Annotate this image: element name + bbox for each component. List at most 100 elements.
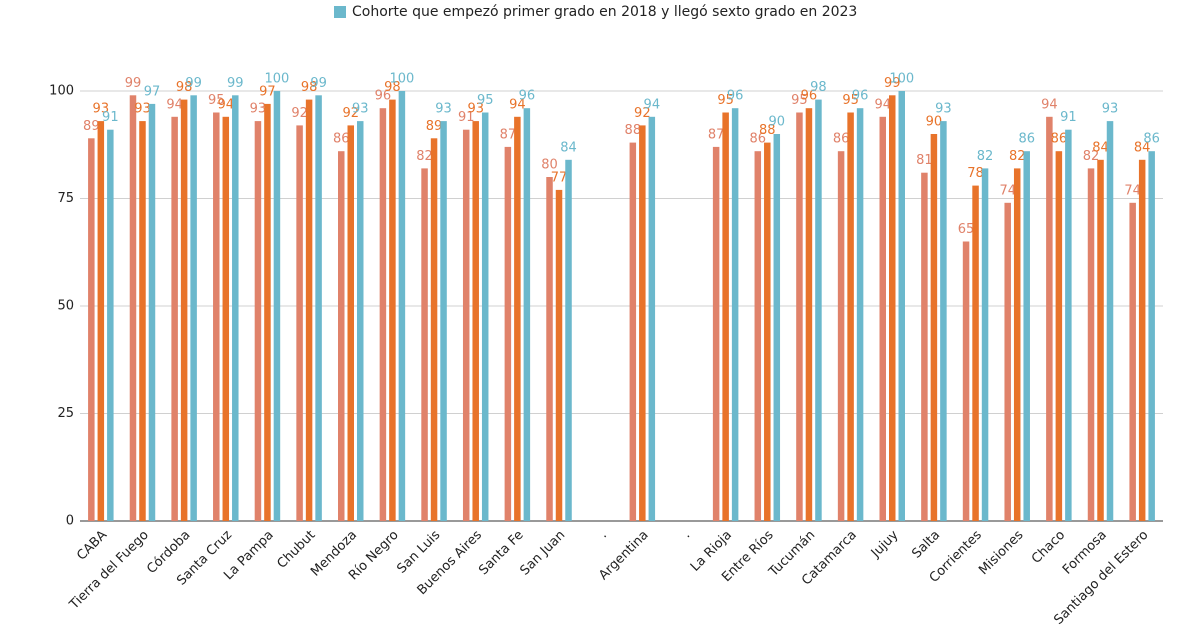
legend-label: Cohorte que empezó primer grado en 2018 … [352, 4, 857, 20]
value-label: 82 [977, 149, 994, 164]
value-label: 93 [250, 102, 267, 117]
bar [805, 108, 813, 521]
value-label: 86 [1051, 132, 1068, 147]
x-tick-label: Misiones [976, 528, 1026, 578]
value-label: 93 [352, 102, 369, 117]
bar [712, 146, 720, 521]
bar [398, 91, 406, 521]
bar [889, 95, 896, 522]
bar [305, 99, 313, 521]
value-label: 95 [842, 93, 859, 108]
bar [546, 177, 553, 521]
value-label: 90 [769, 115, 786, 130]
bar [1129, 202, 1136, 522]
value-label: 86 [1018, 132, 1035, 147]
bar [898, 91, 905, 521]
value-label: 91 [1060, 110, 1077, 125]
bar [1148, 151, 1155, 521]
value-label: 78 [967, 166, 984, 181]
bar [472, 121, 479, 521]
x-tick-label: . [596, 528, 610, 542]
bar [389, 99, 396, 521]
value-label: 92 [634, 106, 651, 121]
x-tick-label: Tierra del Fuego [66, 528, 152, 614]
value-label: 89 [426, 119, 443, 134]
value-label: 65 [958, 222, 975, 237]
bar [1138, 159, 1146, 522]
legend-swatch [334, 6, 346, 18]
bar [1055, 151, 1063, 521]
bar [171, 116, 178, 522]
value-label: 95 [208, 93, 225, 108]
bar [972, 185, 979, 521]
value-label: 99 [884, 76, 901, 91]
bar [639, 125, 646, 522]
value-label: 84 [1092, 140, 1109, 155]
value-label: 96 [375, 89, 392, 104]
value-label: 84 [560, 140, 577, 155]
bar [940, 121, 947, 521]
value-label: 99 [125, 76, 142, 91]
bar [213, 112, 220, 521]
value-label: 94 [874, 97, 891, 112]
bar [629, 142, 637, 521]
bar [88, 138, 95, 522]
bar [421, 168, 428, 521]
value-label: 100 [889, 72, 914, 87]
value-label: 94 [1041, 97, 1058, 112]
bar [379, 108, 387, 521]
bar [981, 168, 989, 521]
bar [837, 151, 845, 521]
bar [722, 112, 729, 521]
value-label: 99 [185, 76, 202, 91]
bar [107, 129, 114, 521]
value-label: 99 [227, 76, 244, 91]
value-label: 93 [93, 102, 110, 117]
value-label: 98 [384, 80, 401, 95]
bar [139, 121, 146, 521]
value-label: 94 [166, 97, 183, 112]
bar [440, 121, 447, 521]
bar [430, 138, 438, 522]
value-label: 93 [935, 102, 952, 117]
value-label: 93 [467, 102, 484, 117]
value-label: 87 [500, 127, 517, 142]
bar [148, 103, 156, 522]
bar [347, 125, 354, 522]
bar [338, 151, 345, 521]
bar [222, 116, 230, 522]
value-label: 98 [301, 80, 318, 95]
x-tick-label: . [680, 528, 694, 542]
value-label: 82 [1083, 149, 1100, 164]
bar [357, 121, 364, 521]
bar [555, 189, 563, 521]
value-label: 88 [759, 123, 776, 138]
value-label: 92 [291, 106, 308, 121]
y-tick-label: 100 [49, 84, 74, 99]
value-label: 74 [1124, 183, 1141, 198]
bar [796, 112, 803, 521]
value-label: 96 [852, 89, 869, 104]
value-label: 98 [176, 80, 193, 95]
value-label: 81 [916, 153, 933, 168]
value-label: 82 [1009, 149, 1026, 164]
value-label: 95 [791, 93, 808, 108]
value-label: 91 [458, 110, 475, 125]
bar [254, 121, 262, 521]
value-label: 94 [218, 97, 235, 112]
bar [1097, 159, 1104, 522]
value-label: 93 [1102, 102, 1119, 117]
bar [1004, 202, 1011, 522]
value-label: 86 [750, 132, 767, 147]
value-label: 97 [144, 84, 161, 99]
value-label: 100 [265, 72, 290, 87]
bar [815, 99, 822, 521]
value-label: 96 [519, 89, 536, 104]
x-tick-label: Chaco [1029, 528, 1068, 567]
bar [232, 95, 239, 522]
bar [847, 112, 854, 521]
bar [1106, 121, 1114, 521]
bar [273, 91, 281, 521]
bar [1046, 116, 1053, 522]
